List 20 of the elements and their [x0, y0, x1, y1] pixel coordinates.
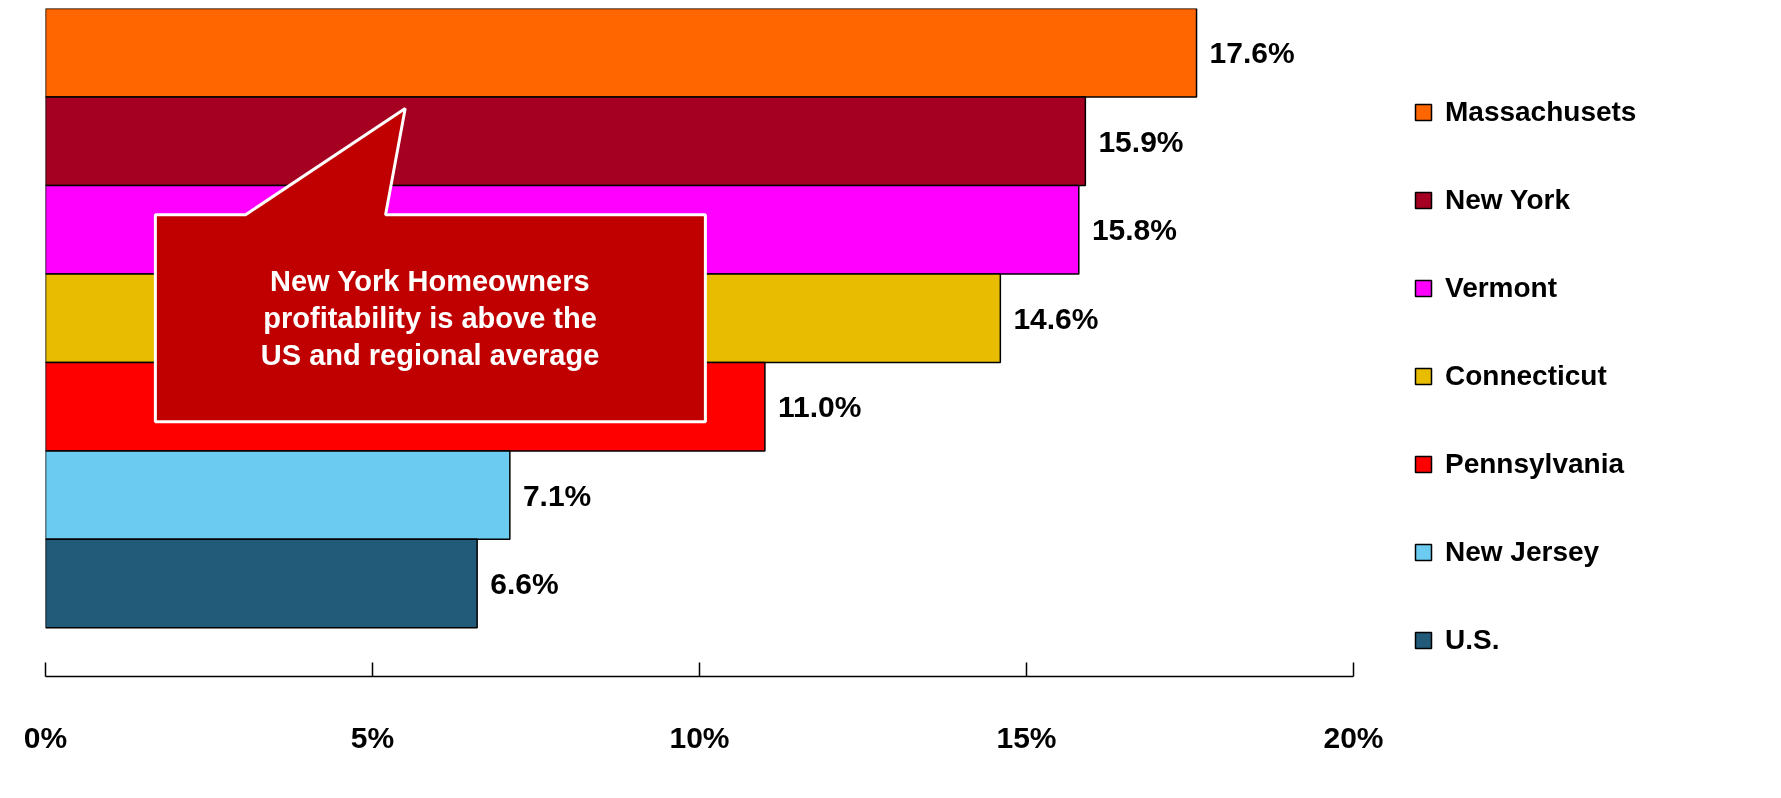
legend-label: Massachusets — [1445, 96, 1637, 128]
legend-label: U.S. — [1445, 624, 1500, 656]
legend-label: New Jersey — [1445, 536, 1600, 568]
legend-label: Vermont — [1445, 272, 1558, 304]
data-label: 7.1% — [522, 478, 592, 512]
data-label: 6.6% — [490, 567, 559, 601]
data-label: 17.6% — [1209, 36, 1295, 70]
x-tick-label: 5% — [350, 720, 395, 754]
data-label: 15.9% — [1098, 124, 1184, 158]
legend-label: Pennsylvania — [1445, 448, 1624, 480]
data-label: 14.6% — [1013, 301, 1099, 335]
legend-label: Connecticut — [1445, 360, 1607, 392]
legend-label: New York — [1445, 184, 1571, 216]
x-tick-label: 0% — [23, 720, 68, 754]
x-tick-label: 20% — [1323, 720, 1384, 754]
data-label: 15.8% — [1091, 213, 1177, 247]
x-tick-label: 10% — [669, 720, 730, 754]
data-label: 11.0% — [777, 390, 862, 424]
x-tick-label: 15% — [996, 720, 1057, 754]
annotation: New York Homeowners profitability is above the US and regional average — [260, 265, 600, 371]
